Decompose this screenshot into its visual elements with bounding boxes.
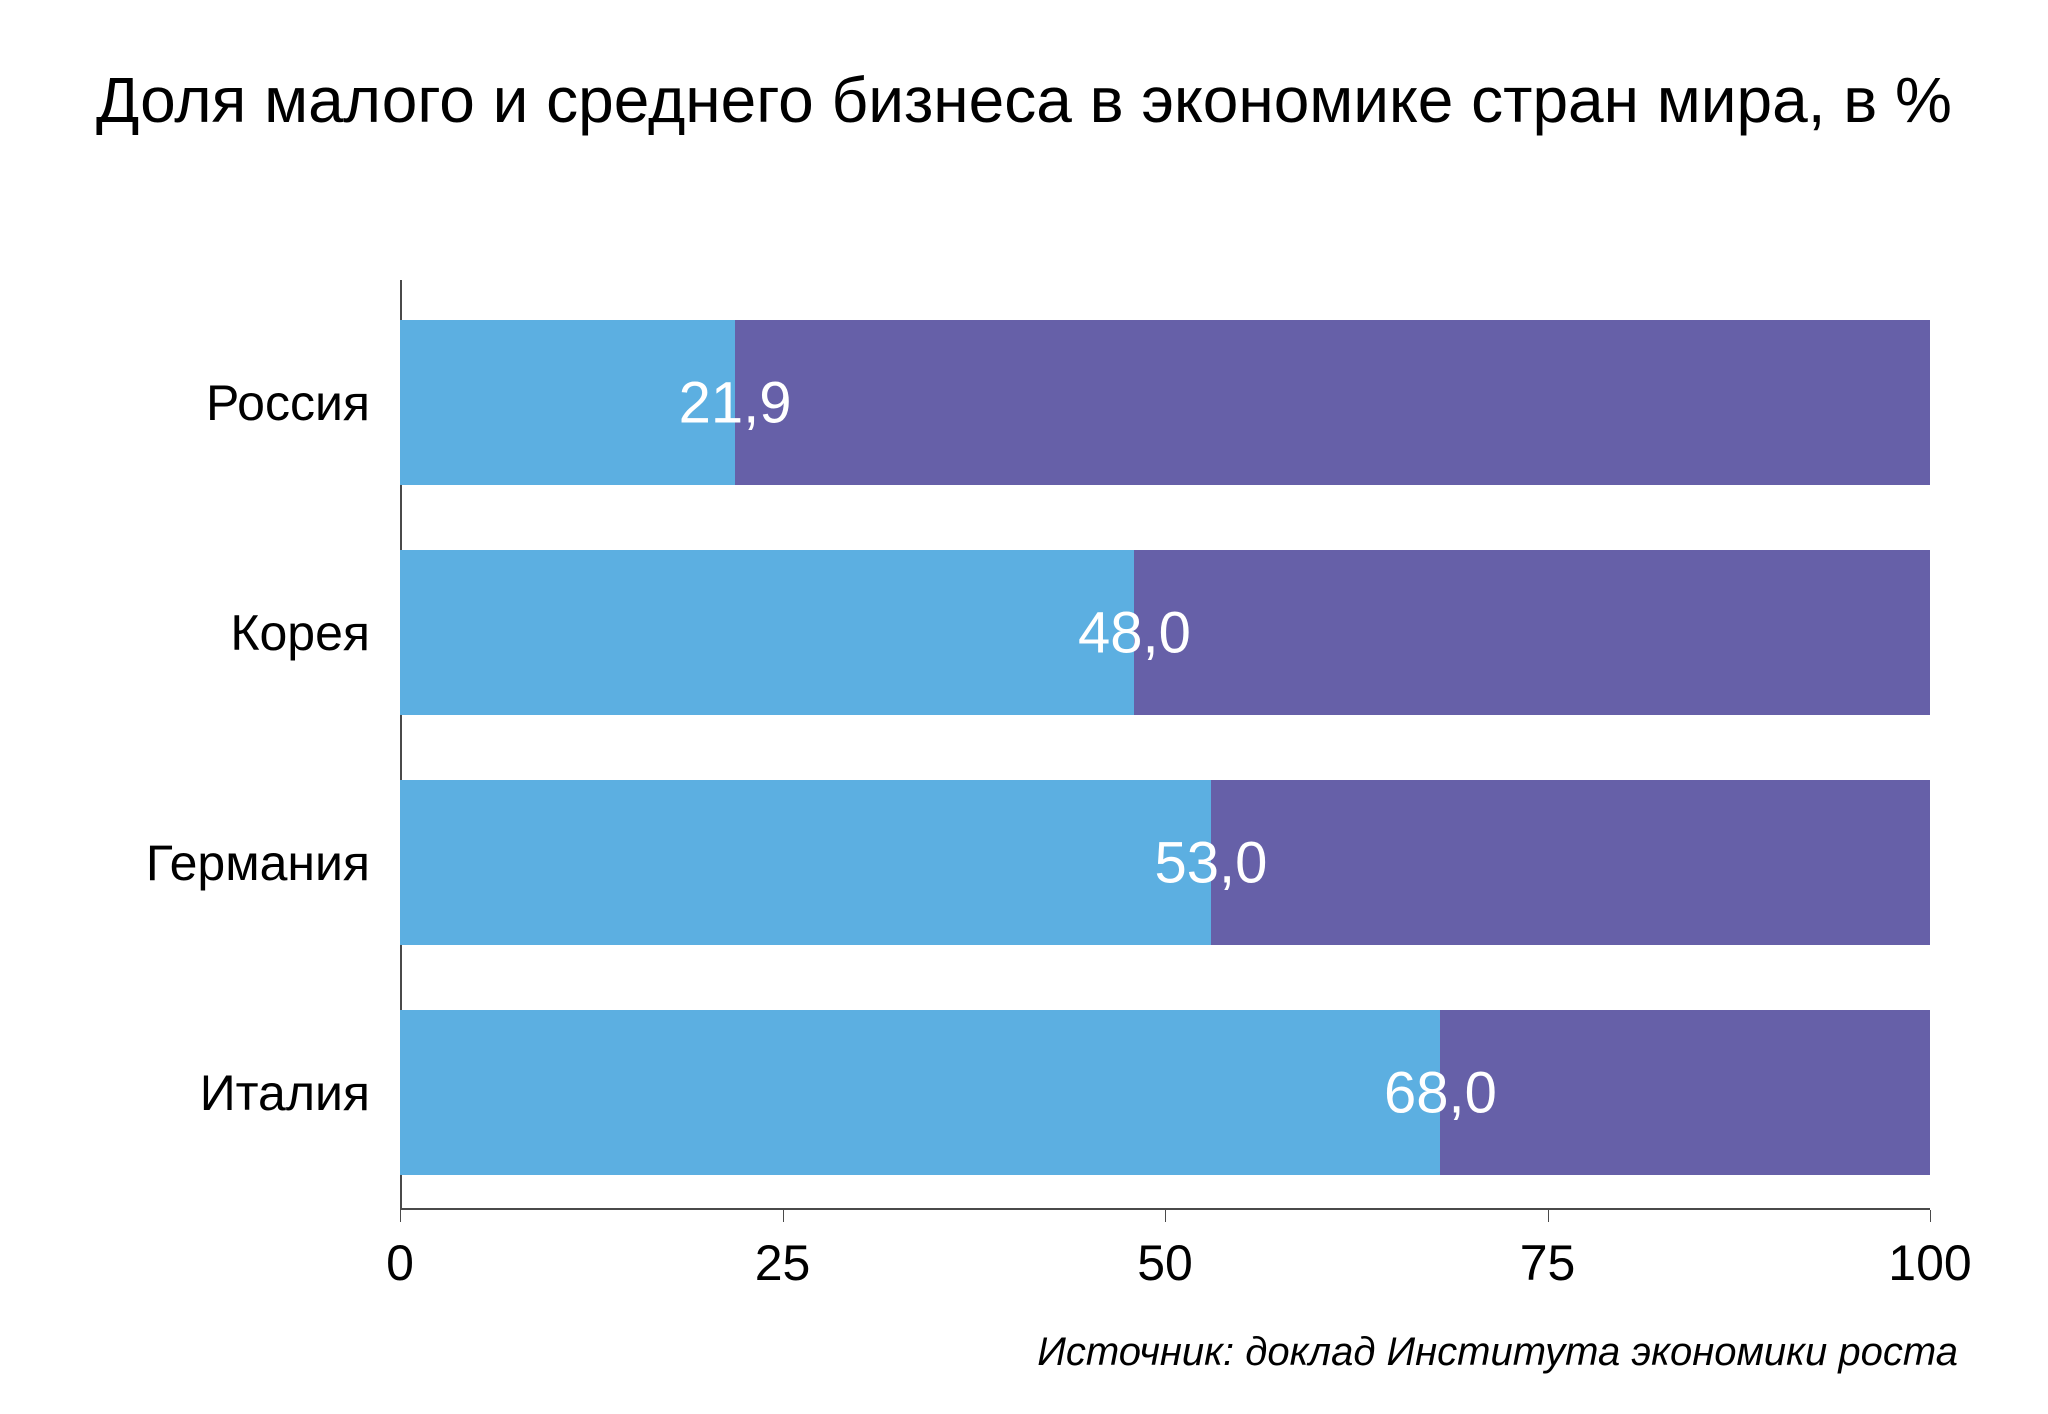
x-tick-label: 50 [1137,1210,1193,1292]
bar-value-label: 53,0 [1154,829,1267,896]
bar-segment-primary [400,1010,1440,1175]
bar-segment-secondary [1211,780,1930,945]
chart-container: Доля малого и среднего бизнеса в экономи… [0,0,2048,1414]
bar-row: Германия53,0 [400,780,1930,945]
category-label: Корея [230,604,400,662]
bar-segment-primary [400,780,1211,945]
bar-segment-secondary [1134,550,1930,715]
chart-source: Источник: доклад Института экономики рос… [1037,1330,1958,1375]
x-tick-label: 0 [386,1210,414,1292]
bar-value-label: 21,9 [679,369,792,436]
x-tick-label: 75 [1520,1210,1576,1292]
chart-title: Доля малого и среднего бизнеса в экономи… [0,60,2048,140]
category-label: Россия [206,374,400,432]
bar-segment-primary [400,550,1134,715]
bar-segment-secondary [1440,1010,1930,1175]
bar-row: Корея48,0 [400,550,1930,715]
bar-row: Италия68,0 [400,1010,1930,1175]
category-label: Италия [200,1064,400,1122]
x-tick-label: 25 [755,1210,811,1292]
bar-value-label: 48,0 [1078,599,1191,666]
category-label: Германия [146,834,400,892]
bar-row: Россия21,9 [400,320,1930,485]
bar-value-label: 68,0 [1384,1059,1497,1126]
x-tick-label: 100 [1888,1210,1971,1292]
plot-area: 0255075100Россия21,9Корея48,0Германия53,… [400,280,1930,1210]
bar-segment-secondary [735,320,1930,485]
